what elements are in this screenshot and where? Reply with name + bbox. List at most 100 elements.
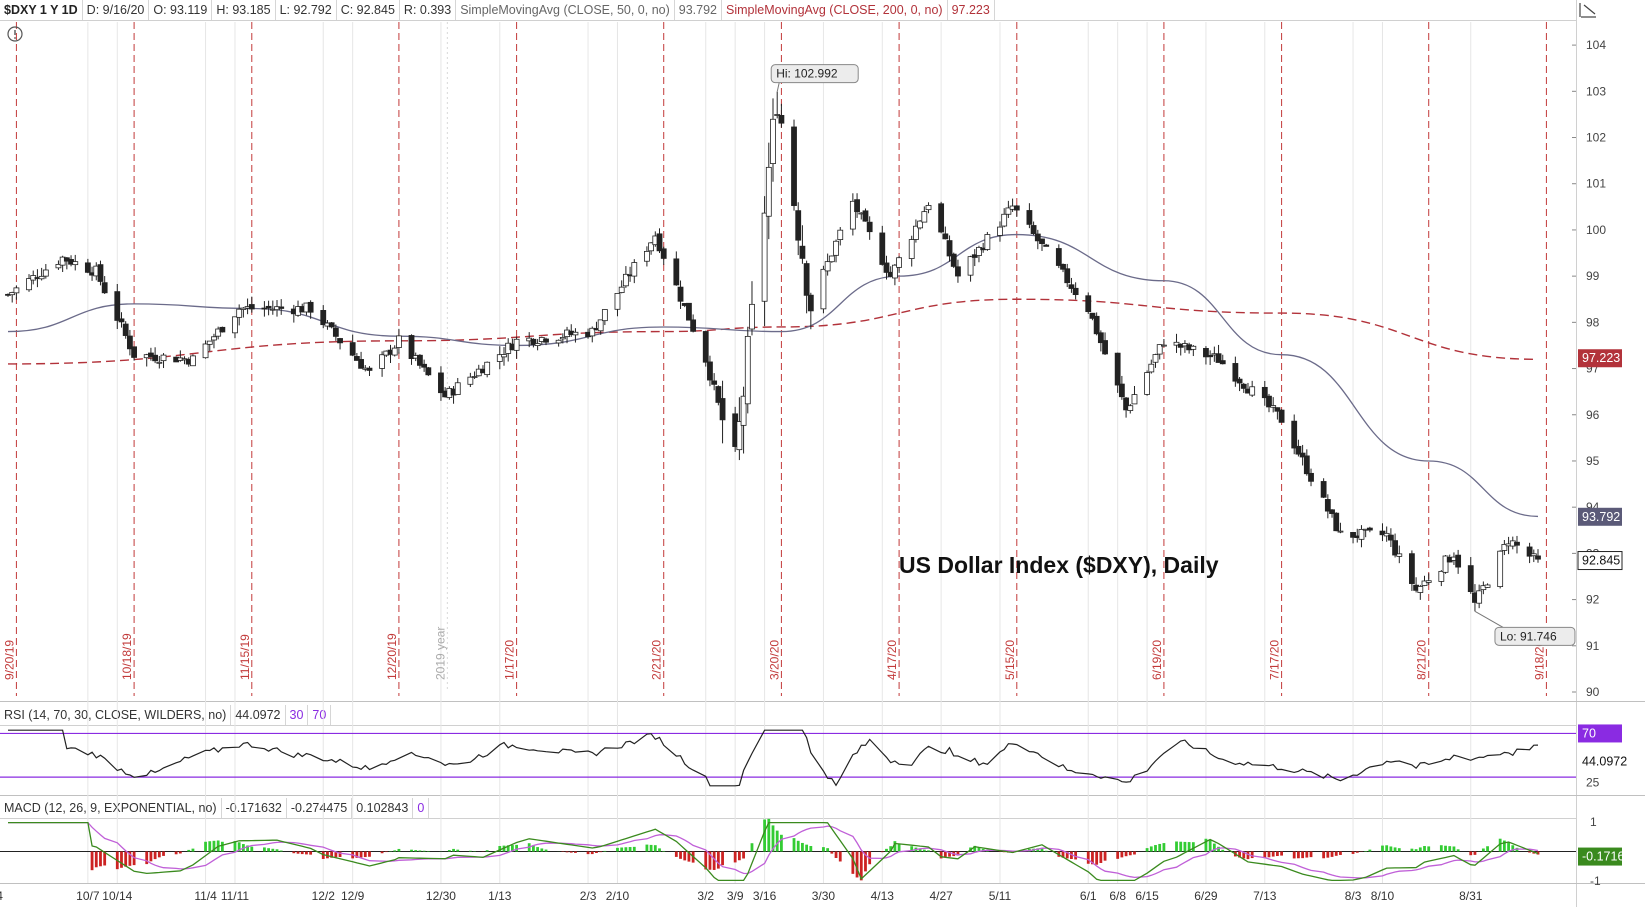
macd-hist-bar: [1250, 851, 1254, 859]
macd-hist-bar: [1217, 846, 1220, 852]
date-tick-label: 10/14: [102, 889, 132, 903]
candle-body: [648, 242, 655, 252]
price-tick-label: 104: [1586, 38, 1606, 52]
macd-hist-bar: [716, 851, 720, 869]
candle-body: [278, 306, 285, 309]
macd-hist-bar: [292, 851, 296, 854]
candle-body: [1055, 248, 1062, 266]
macd-hist-bar: [624, 847, 628, 852]
macd-hist-bar: [880, 851, 884, 853]
macd-hist-bar: [296, 851, 300, 854]
candle-body: [438, 372, 444, 394]
macd-hist-bar: [767, 818, 771, 852]
expiration-label: 4/17/20: [885, 640, 899, 680]
candle-body: [677, 286, 684, 302]
candle-body: [1236, 378, 1243, 384]
macd-hist-bar: [1154, 845, 1157, 852]
macd-hist-bar: [830, 851, 834, 854]
macd-hist-bar: [1036, 848, 1040, 852]
close-last-label: 92.845: [1582, 554, 1620, 568]
candle-body: [1308, 472, 1314, 482]
macd-hist-bar: [1330, 851, 1334, 857]
candle-body: [1026, 210, 1033, 225]
macd-hist-bar: [1427, 846, 1431, 852]
date-tick-label: 12/9: [341, 889, 365, 903]
candle-body: [1333, 512, 1340, 532]
macd-hist-bar: [1070, 851, 1073, 859]
rsi-study-label[interactable]: RSI (14, 70, 30, CLOSE, WILDERS, no): [0, 705, 232, 725]
sma200-line: [7, 298, 1539, 365]
candle-body: [236, 308, 243, 318]
candle-body: [719, 398, 726, 421]
candle-body: [84, 262, 91, 273]
candle-body: [152, 354, 159, 362]
macd-hist-bar: [1502, 840, 1506, 852]
macd-hist-bar: [1158, 843, 1162, 852]
chart-icons[interactable]: [7, 3, 1596, 42]
open-label: O: 93.119: [149, 0, 213, 20]
rsi-last-label: 44.0972: [1582, 755, 1627, 769]
macd-hist-bar: [1297, 851, 1300, 859]
candle-body: [1114, 352, 1121, 386]
price-tick-label: 90: [1586, 685, 1600, 699]
candle-body: [1350, 532, 1356, 538]
macd-hist-bar: [1187, 842, 1191, 852]
macd-study-label[interactable]: MACD (12, 26, 9, EXPONENTIAL, no): [0, 798, 222, 818]
candle-body: [1467, 565, 1474, 593]
date-tick-label: 1/13: [488, 889, 512, 903]
candle-body: [946, 240, 953, 257]
candle-body: [1207, 355, 1214, 358]
macd-hist-bar: [910, 846, 914, 852]
candle-body: [955, 266, 961, 277]
candle-body: [1089, 312, 1096, 319]
candle-body: [686, 302, 692, 321]
candle-body: [1337, 530, 1344, 533]
collapse-icon[interactable]: [1579, 3, 1596, 18]
macd-value: -0.171632: [222, 798, 287, 818]
candle-body: [421, 363, 428, 368]
chart-title: US Dollar Index ($DXY), Daily: [899, 552, 1219, 578]
date-tick-label: 6/8: [1109, 889, 1126, 903]
expiration-label: 5/15/20: [1003, 640, 1017, 680]
sma200-study-label[interactable]: SimpleMovingAvg (CLOSE, 200, 0, no): [722, 0, 948, 20]
macd-hist-bar: [889, 846, 893, 852]
annotation-leader: [1474, 610, 1504, 628]
candle-body: [555, 339, 562, 344]
info-icon[interactable]: [7, 26, 23, 42]
candle-body: [38, 275, 45, 280]
macd-hist-bar: [565, 851, 569, 853]
candle-body: [320, 310, 327, 326]
sma200-last-label: 97.223: [1582, 351, 1620, 365]
candle-body: [690, 319, 697, 332]
expiration-label: 9/18/20: [1532, 640, 1546, 680]
candle-body: [42, 269, 49, 277]
macd-hist-bar: [397, 848, 401, 852]
candle-body: [1387, 534, 1394, 541]
candle-body: [1249, 386, 1256, 396]
macd-hist-bar: [1334, 851, 1338, 856]
macd-hist-bar: [1204, 838, 1208, 852]
macd-hist-bar: [1145, 848, 1149, 852]
sma50-last-label: 93.792: [1582, 510, 1620, 524]
macd-hist-bar: [1221, 849, 1225, 852]
candle-body: [1215, 353, 1222, 363]
annotations: Hi: 102.992 Lo: 91.746: [770, 64, 1576, 646]
candle-body: [921, 211, 928, 223]
macd-hist-bar: [1410, 848, 1414, 852]
price-tick-label: 100: [1586, 223, 1606, 237]
macd-tick-label: 1: [1590, 815, 1597, 829]
candle-body: [1085, 295, 1092, 313]
candle-body: [891, 264, 898, 279]
macd-hist-bar: [426, 850, 430, 852]
macd-hist-bar: [368, 851, 371, 857]
macd-hist-bar: [128, 851, 132, 866]
symbol-label[interactable]: $DXY 1 Y 1D: [0, 0, 83, 20]
candle-body: [984, 234, 991, 250]
candle-body: [232, 316, 238, 334]
macd-hist-bar: [737, 851, 741, 861]
date-tick-label: 11/11: [221, 889, 250, 903]
macd-hist-bar: [485, 850, 489, 852]
sma50-study-label[interactable]: SimpleMovingAvg (CLOSE, 50, 0, no): [456, 0, 675, 20]
macd-hist-bar: [414, 850, 418, 852]
